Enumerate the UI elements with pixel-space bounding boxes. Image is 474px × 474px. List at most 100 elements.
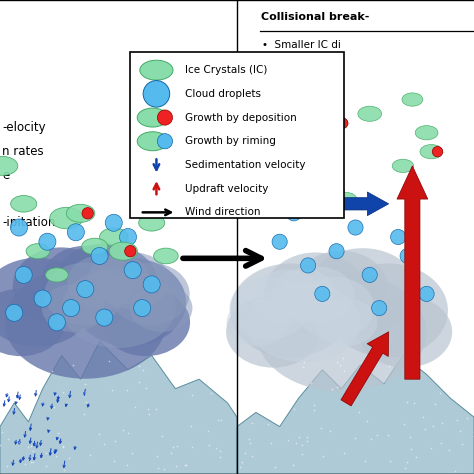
Ellipse shape — [101, 289, 190, 356]
Circle shape — [67, 224, 84, 241]
Circle shape — [301, 258, 316, 273]
Ellipse shape — [137, 132, 168, 151]
Ellipse shape — [272, 268, 335, 319]
Ellipse shape — [62, 268, 175, 348]
Ellipse shape — [229, 277, 309, 339]
Text: •  More latent h: • More latent h — [262, 139, 344, 149]
Text: •  Higher depos: • Higher depos — [262, 114, 344, 124]
Ellipse shape — [254, 120, 277, 136]
Circle shape — [143, 81, 170, 107]
Text: •  Smaller IC di: • Smaller IC di — [262, 40, 340, 50]
Ellipse shape — [263, 78, 287, 93]
Ellipse shape — [140, 60, 173, 80]
Circle shape — [77, 281, 94, 298]
Ellipse shape — [87, 254, 150, 305]
Ellipse shape — [154, 248, 178, 264]
Text: -ipitation: -ipitation — [2, 216, 56, 229]
Ellipse shape — [139, 214, 165, 231]
Circle shape — [400, 248, 415, 264]
Circle shape — [391, 229, 406, 245]
Circle shape — [119, 228, 137, 246]
Ellipse shape — [42, 284, 104, 332]
Circle shape — [96, 309, 113, 326]
Circle shape — [39, 233, 56, 250]
Ellipse shape — [358, 296, 452, 368]
Circle shape — [157, 134, 173, 149]
Ellipse shape — [246, 283, 360, 362]
Ellipse shape — [67, 255, 136, 310]
Ellipse shape — [392, 159, 413, 173]
Circle shape — [315, 286, 330, 301]
Text: Growth by riming: Growth by riming — [185, 136, 276, 146]
Ellipse shape — [336, 192, 357, 206]
Ellipse shape — [0, 289, 65, 356]
Ellipse shape — [320, 130, 343, 145]
Ellipse shape — [325, 116, 348, 130]
Ellipse shape — [328, 264, 448, 357]
Ellipse shape — [73, 258, 186, 346]
Ellipse shape — [358, 106, 382, 121]
Ellipse shape — [0, 258, 93, 346]
Circle shape — [82, 208, 93, 219]
Circle shape — [143, 276, 160, 293]
Ellipse shape — [13, 247, 109, 325]
Ellipse shape — [307, 248, 418, 334]
Ellipse shape — [41, 246, 130, 319]
Circle shape — [91, 247, 108, 264]
Ellipse shape — [96, 252, 170, 309]
Ellipse shape — [130, 284, 192, 332]
Circle shape — [105, 214, 122, 231]
Ellipse shape — [281, 266, 355, 323]
Circle shape — [348, 220, 363, 235]
Ellipse shape — [110, 263, 190, 325]
Circle shape — [125, 246, 136, 257]
Text: e: e — [2, 169, 9, 182]
Text: Cloud droplets: Cloud droplets — [185, 89, 261, 99]
Ellipse shape — [82, 238, 108, 255]
Ellipse shape — [315, 299, 377, 346]
Ellipse shape — [256, 272, 427, 392]
Ellipse shape — [297, 145, 319, 158]
Circle shape — [15, 266, 32, 283]
Circle shape — [419, 286, 434, 301]
FancyBboxPatch shape — [130, 52, 344, 218]
Text: Updraft velocity: Updraft velocity — [185, 183, 268, 194]
Ellipse shape — [50, 207, 83, 228]
Ellipse shape — [288, 93, 309, 106]
Circle shape — [124, 262, 141, 279]
Ellipse shape — [230, 264, 350, 357]
Ellipse shape — [53, 243, 158, 324]
Ellipse shape — [227, 299, 289, 346]
Ellipse shape — [415, 126, 438, 140]
Text: •  Lower sedim: • Lower sedim — [262, 90, 340, 100]
Circle shape — [337, 118, 348, 128]
Ellipse shape — [66, 204, 95, 222]
Circle shape — [48, 314, 65, 331]
FancyArrow shape — [341, 332, 389, 406]
Circle shape — [10, 219, 27, 236]
Circle shape — [295, 161, 305, 171]
Ellipse shape — [46, 268, 68, 282]
Ellipse shape — [137, 108, 168, 127]
Text: •  Higher updra: • Higher updra — [262, 164, 343, 173]
FancyArrow shape — [397, 166, 428, 379]
Circle shape — [372, 301, 387, 316]
Text: •  Decreased su: • Decreased su — [262, 188, 345, 198]
Ellipse shape — [10, 195, 37, 212]
Circle shape — [432, 146, 443, 157]
Polygon shape — [0, 341, 237, 474]
Ellipse shape — [420, 145, 443, 159]
Circle shape — [286, 206, 301, 221]
Ellipse shape — [26, 244, 50, 259]
Ellipse shape — [109, 242, 137, 260]
Circle shape — [329, 244, 344, 259]
Text: Collisional break-: Collisional break- — [261, 12, 369, 22]
Circle shape — [6, 304, 23, 321]
Text: -elocity: -elocity — [2, 121, 46, 135]
Ellipse shape — [5, 266, 166, 379]
Ellipse shape — [45, 263, 124, 325]
Ellipse shape — [252, 269, 320, 324]
Ellipse shape — [100, 228, 128, 246]
Ellipse shape — [0, 156, 18, 175]
Ellipse shape — [402, 93, 423, 106]
